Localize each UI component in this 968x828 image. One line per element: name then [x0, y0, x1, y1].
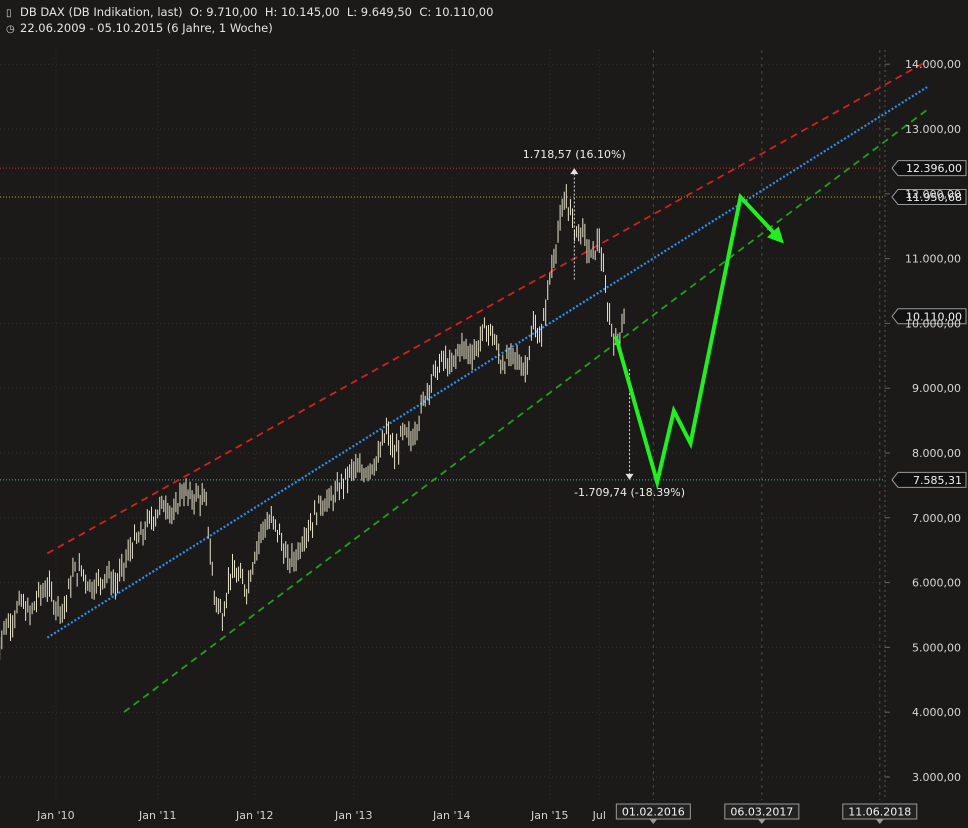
future-date-pointer [757, 819, 766, 824]
level-label: 12.396,00 [906, 162, 962, 175]
close-value: C: 10.110,00 [419, 5, 494, 19]
lower-channel-line [123, 108, 929, 713]
future-date-label: 06.03.2017 [730, 806, 793, 819]
level-label: 7.585,31 [913, 474, 962, 487]
future-date-pointer [649, 819, 658, 824]
high-value: H: 10.145,00 [264, 5, 340, 19]
price-bars [0, 184, 625, 661]
y-tick-label: 7.000,00 [912, 512, 961, 525]
forecast-arrowhead [767, 226, 784, 244]
bars-icon: ▯ [6, 8, 12, 19]
forecast-path [613, 192, 782, 491]
level-label-box [891, 188, 967, 205]
forecast-line [613, 192, 784, 491]
open-value: O: 9.710,00 [189, 5, 258, 19]
y-tick-label: 8.000,00 [912, 447, 961, 460]
date-range-header: ◷ 22.06.2009 - 05.10.2015 (6 Jahre, 1 Woc… [6, 21, 273, 35]
level-label: 11.950,68 [906, 191, 962, 204]
future-date-label: 01.02.2016 [622, 806, 685, 819]
y-tick-label: 13.000,00 [905, 123, 961, 136]
y-tick-label: 5.000,00 [912, 641, 961, 654]
x-tick-label: Jan '15 [530, 809, 568, 822]
level-label: 10.110,00 [906, 310, 962, 323]
y-tick-label: 12.000,00 [905, 188, 961, 201]
horizontal-levels: 12.396,00 11.950,68 10.110,00 7.585,31 [0, 160, 967, 488]
date-range: 22.06.2009 - 05.10.2015 (6 Jahre, 1 Woch… [20, 21, 273, 35]
future-date-pointer [875, 819, 884, 824]
future-date-label: 11.06.2018 [848, 806, 911, 819]
x-tick-label: Jan '10 [36, 809, 74, 822]
mid-channel-line [46, 85, 929, 639]
y-tick-label: 14.000,00 [905, 58, 961, 71]
instrument-name: DB DAX (DB Indikation, last) [20, 5, 183, 19]
measure-label: -1.709,74 (-18.39%) [574, 486, 685, 499]
y-tick-label: 4.000,00 [912, 706, 961, 719]
measure-arrow [570, 168, 579, 175]
grid [0, 50, 885, 800]
x-tick-label: Jul [592, 809, 606, 822]
x-axis: Jan '10 Jan '11 Jan '12 Jan '13 Jan '14 Jan '… [36, 803, 918, 824]
trend-channels [46, 60, 929, 713]
y-tick-label: 11.000,00 [905, 253, 961, 266]
low-value: L: 9.649,50 [346, 5, 412, 19]
measure-arrow [625, 473, 634, 480]
y-tick-label: 9.000,00 [912, 382, 961, 395]
y-tick-label: 10.000,00 [905, 317, 961, 330]
clock-icon: ◷ [6, 24, 15, 35]
x-tick-label: Jan '14 [432, 809, 470, 822]
x-tick-label: Jan '13 [334, 809, 372, 822]
y-tick-label: 6.000,00 [912, 577, 961, 590]
level-label-box [891, 160, 967, 177]
x-tick-label: Jan '11 [138, 809, 176, 822]
y-axis: 3.000,00 4.000,00 5.000,00 6.000,00 7.000,00… [884, 50, 961, 800]
level-label-box [891, 308, 967, 325]
x-tick-label: Jan '12 [235, 809, 273, 822]
instrument-header: ▯ DB DAX (DB Indikation, last) O: 9.710,0… [6, 5, 493, 19]
measure-label: 1.718,57 (16.10%) [523, 148, 626, 161]
upper-channel-line [46, 60, 928, 555]
y-tick-label: 3.000,00 [912, 771, 961, 784]
level-label-box [891, 471, 967, 488]
